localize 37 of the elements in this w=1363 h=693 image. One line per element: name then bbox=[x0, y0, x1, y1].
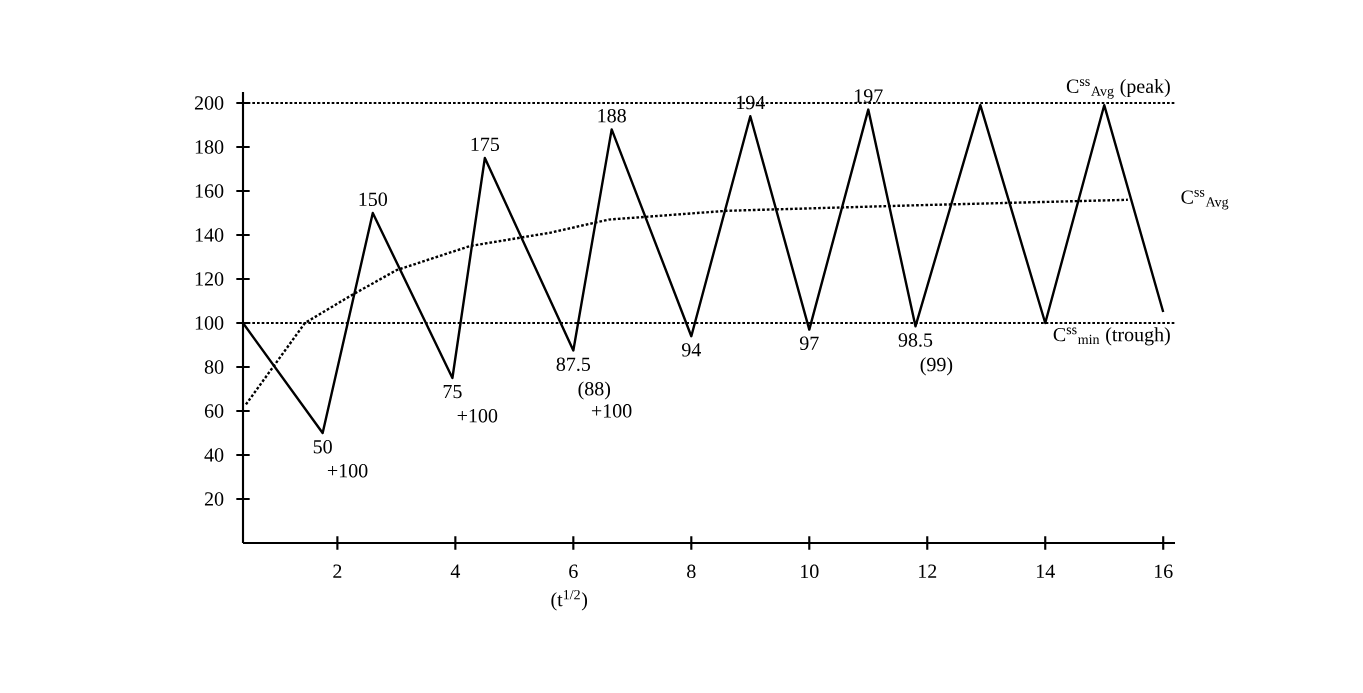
data-label: 98.5 bbox=[898, 333, 933, 347]
x-tick-label: 4 bbox=[450, 564, 461, 578]
annotation: +100 bbox=[327, 463, 368, 478]
annotation: +100 bbox=[591, 404, 632, 418]
ref-line-label: C$^{ss}$$_{min}$ (trough) bbox=[1053, 327, 1170, 346]
y-tick-label: 60 bbox=[204, 404, 224, 418]
data-label: 75 bbox=[443, 384, 462, 399]
y-tick-label: 100 bbox=[195, 316, 224, 330]
y-tick-label: 160 bbox=[195, 184, 224, 198]
annotation: (99) bbox=[920, 357, 953, 376]
annotation: +100 bbox=[457, 408, 498, 423]
data-label: 87.5 bbox=[556, 357, 591, 372]
data-label: 94 bbox=[681, 343, 701, 357]
x-tick-label: 2 bbox=[333, 564, 342, 578]
data-label: 188 bbox=[598, 108, 626, 123]
x-tick-label: 10 bbox=[801, 564, 819, 579]
data-label: 150 bbox=[359, 192, 388, 207]
y-tick-label: 20 bbox=[204, 492, 224, 506]
data-label: 175 bbox=[471, 137, 500, 152]
x-tick-label: 6 bbox=[569, 564, 578, 579]
y-tick-label: 120 bbox=[195, 272, 224, 286]
y-tick-label: 80 bbox=[204, 360, 224, 374]
x-tick-label: 16 bbox=[1154, 564, 1173, 579]
text: C$^{ss}$Avg bbox=[1181, 190, 1229, 210]
x-tick-label: 14 bbox=[1037, 564, 1055, 578]
x-tick-label: 12 bbox=[919, 564, 937, 578]
y-tick-label: 200 bbox=[194, 96, 224, 110]
y-tick-label: 180 bbox=[195, 140, 224, 154]
y-tick-label: 40 bbox=[204, 448, 224, 462]
data-label: 50 bbox=[313, 439, 332, 454]
data-label: 197 bbox=[855, 89, 883, 103]
annotation: (88) bbox=[578, 381, 611, 400]
y-tick-label: 140 bbox=[195, 228, 224, 242]
ref-line-label: C$^{ss}$$_{Avg}$ (peak) bbox=[1066, 78, 1170, 99]
x-axis-title: (t$^{1/2}$) bbox=[551, 589, 588, 611]
x-tick-label: 8 bbox=[687, 564, 696, 579]
data-label: 97 bbox=[799, 336, 819, 350]
